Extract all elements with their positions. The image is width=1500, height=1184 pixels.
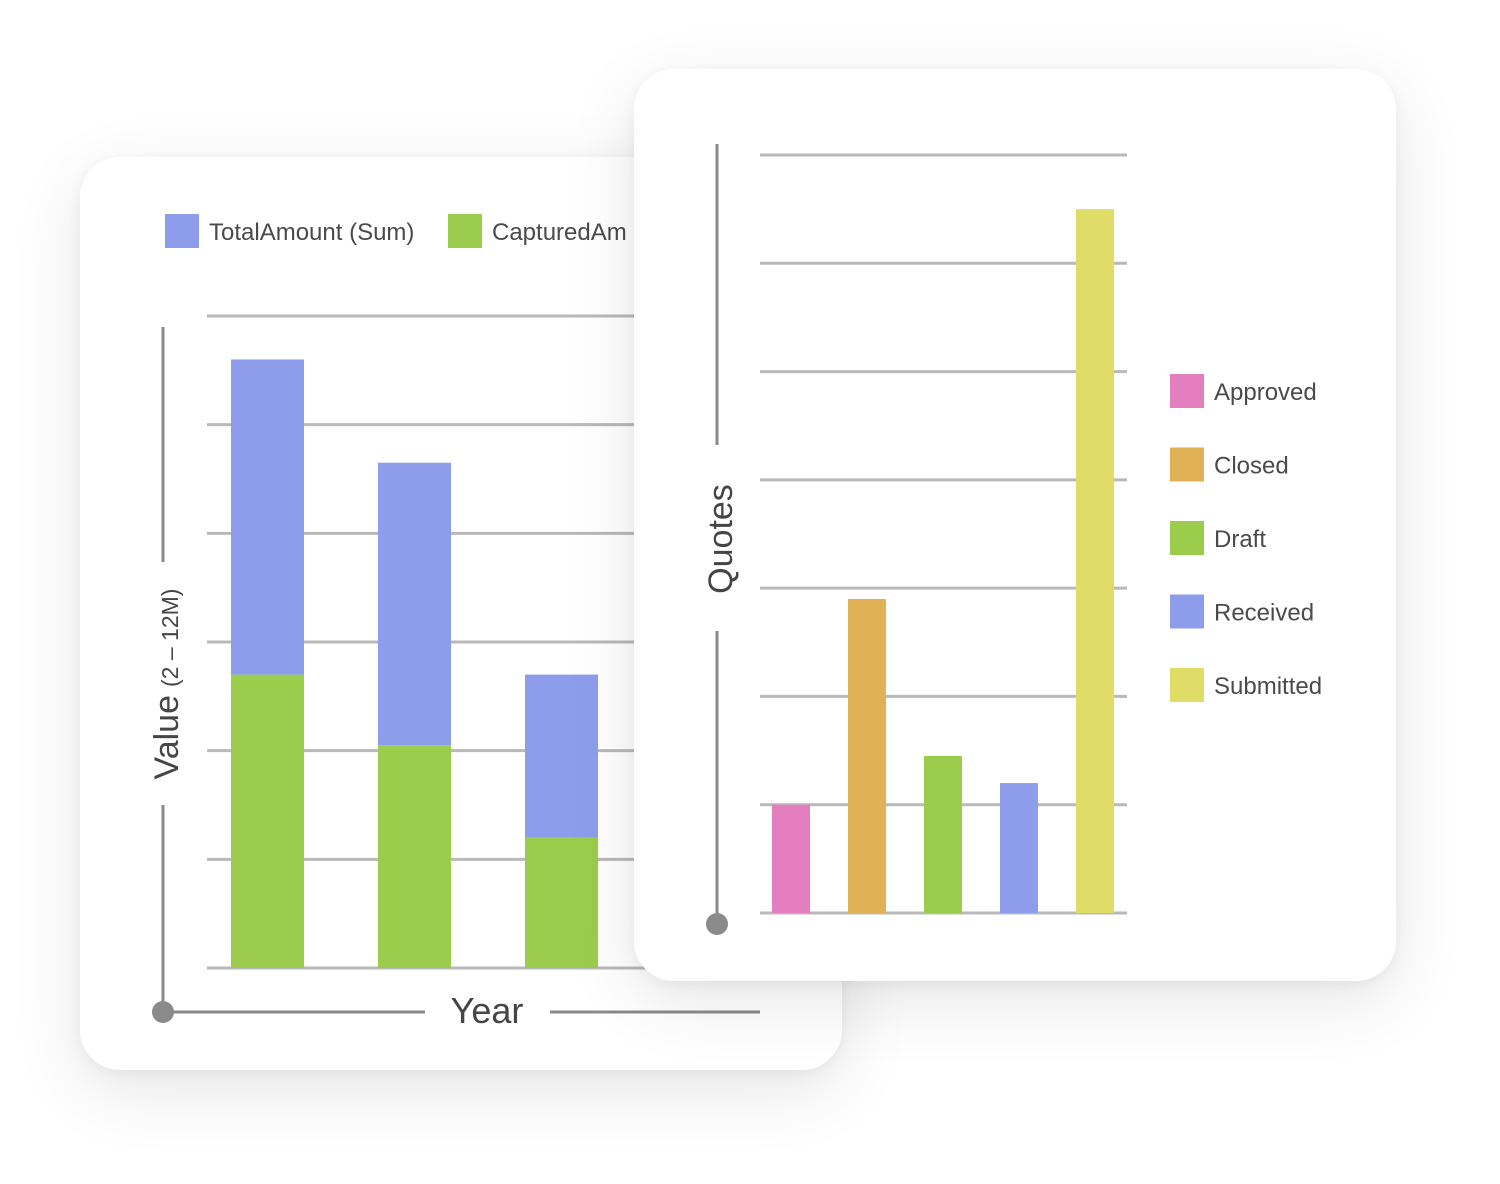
legend-swatch-submitted <box>1170 668 1204 702</box>
bar-total-amount-3 <box>525 674 598 838</box>
bar-submitted <box>1076 209 1114 914</box>
y-axis-range-label: (2 – 12M) <box>157 589 183 687</box>
legend-swatch-closed <box>1170 447 1204 482</box>
legend-label-received: Received <box>1214 600 1314 627</box>
bar-received <box>1000 783 1038 913</box>
legend-label-approved: Approved <box>1214 379 1317 406</box>
bar-approved <box>772 804 810 913</box>
legend-label-total-amount: TotalAmount (Sum) <box>209 219 414 246</box>
axis-origin-dot <box>706 913 728 935</box>
legend-swatch-draft <box>1170 521 1204 555</box>
x-axis-title: Year <box>451 990 524 1031</box>
legend-swatch-total-amount <box>165 214 199 248</box>
axis-origin-dot <box>152 1001 174 1023</box>
bar-captured-amount-3 <box>525 837 598 968</box>
bar-captured-amount-2 <box>378 745 451 968</box>
legend-swatch-approved <box>1170 374 1204 408</box>
y-axis-title-label: Value <box>148 695 186 779</box>
bar-total-amount-2 <box>378 462 451 746</box>
quotes-by-status-chart-card: Approved Closed Draft Received Submitted Quo… <box>634 69 1396 981</box>
legend-label-captured-amount: CapturedAm <box>492 219 627 246</box>
legend-swatch-captured-amount <box>448 214 482 248</box>
legend-swatch-received <box>1170 594 1204 629</box>
quotes-by-status-chart: Approved Closed Draft Received Submitted Quo… <box>702 144 1322 935</box>
y-axis-title: Value (2 – 12M) <box>148 589 186 780</box>
y-axis-title: Quotes <box>702 484 740 594</box>
bar-closed <box>848 598 886 913</box>
legend-label-submitted: Submitted <box>1214 673 1322 700</box>
value-by-year-chart: TotalAmount (Sum) CapturedAm Value (2 – 1… <box>148 214 842 1031</box>
bar-draft <box>924 755 962 913</box>
legend-label-draft: Draft <box>1214 526 1266 553</box>
bar-total-amount-1 <box>231 359 304 675</box>
legend-label-closed: Closed <box>1214 453 1289 480</box>
bar-captured-amount-1 <box>231 674 304 968</box>
